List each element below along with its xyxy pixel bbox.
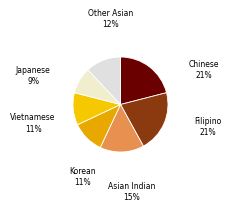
Text: Japanese
9%: Japanese 9% xyxy=(16,66,50,86)
Wedge shape xyxy=(120,57,167,104)
Wedge shape xyxy=(74,70,120,104)
Wedge shape xyxy=(78,104,120,148)
Wedge shape xyxy=(100,104,143,152)
Wedge shape xyxy=(73,93,120,125)
Text: Filipino
21%: Filipino 21% xyxy=(194,117,221,137)
Text: Korean
11%: Korean 11% xyxy=(69,167,96,187)
Text: Vietnamese
11%: Vietnamese 11% xyxy=(10,113,56,134)
Text: Other Asian
12%: Other Asian 12% xyxy=(88,9,134,29)
Text: Chinese
21%: Chinese 21% xyxy=(189,60,219,80)
Wedge shape xyxy=(120,93,168,146)
Wedge shape xyxy=(88,57,120,104)
Text: Asian Indian
15%: Asian Indian 15% xyxy=(108,182,156,202)
